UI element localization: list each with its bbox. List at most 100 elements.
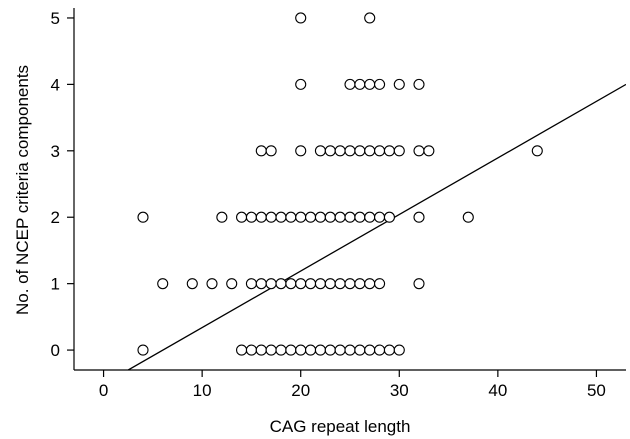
regression-line-group — [127, 83, 626, 370]
x-tick-label: 10 — [193, 381, 212, 400]
data-point — [374, 278, 386, 290]
data-point — [374, 145, 386, 157]
data-point — [186, 278, 198, 290]
data-point — [423, 145, 435, 157]
x-tick-label: 50 — [587, 381, 606, 400]
data-point — [413, 278, 425, 290]
x-tick-label: 30 — [390, 381, 409, 400]
x-tick-label: 40 — [488, 381, 507, 400]
data-point — [314, 344, 326, 356]
data-point — [354, 145, 366, 157]
data-point — [314, 211, 326, 223]
data-point — [295, 344, 307, 356]
data-point — [285, 344, 297, 356]
y-tick-label: 4 — [51, 75, 60, 94]
regression-line — [127, 83, 626, 370]
y-axis: 0 1 2 3 4 5 — [51, 8, 75, 370]
y-tick-label: 3 — [51, 142, 60, 161]
data-point — [255, 211, 267, 223]
data-point — [354, 278, 366, 290]
data-point — [354, 211, 366, 223]
data-point — [393, 145, 405, 157]
x-tick-label: 20 — [291, 381, 310, 400]
data-point — [305, 211, 317, 223]
data-point — [383, 211, 395, 223]
data-point — [245, 344, 257, 356]
data-point — [393, 78, 405, 90]
data-point — [255, 344, 267, 356]
data-point — [374, 211, 386, 223]
data-point — [374, 344, 386, 356]
x-tick-label: 0 — [99, 381, 108, 400]
data-point — [354, 78, 366, 90]
data-point — [295, 78, 307, 90]
data-point — [374, 78, 386, 90]
data-point — [295, 145, 307, 157]
data-point — [275, 344, 287, 356]
data-point — [137, 211, 149, 223]
data-point — [295, 211, 307, 223]
data-point — [334, 145, 346, 157]
data-point — [216, 211, 228, 223]
data-point — [255, 278, 267, 290]
data-point — [393, 344, 405, 356]
data-point — [344, 145, 356, 157]
data-point — [226, 278, 238, 290]
data-point — [334, 211, 346, 223]
data-point — [157, 278, 169, 290]
data-point — [364, 12, 376, 24]
data-point — [305, 344, 317, 356]
data-point — [354, 344, 366, 356]
data-point — [413, 145, 425, 157]
data-point — [275, 278, 287, 290]
data-point — [314, 145, 326, 157]
data-point — [344, 344, 356, 356]
y-tick-label: 0 — [51, 341, 60, 360]
y-axis-title: No. of NCEP criteria components — [13, 65, 32, 315]
data-point — [295, 278, 307, 290]
data-point — [334, 278, 346, 290]
data-point — [245, 278, 257, 290]
data-point — [324, 211, 336, 223]
data-point — [344, 78, 356, 90]
data-point — [364, 344, 376, 356]
data-point — [364, 145, 376, 157]
data-point — [255, 145, 267, 157]
y-tick-label: 2 — [51, 208, 60, 227]
data-point — [364, 211, 376, 223]
data-point — [334, 344, 346, 356]
data-point — [275, 211, 287, 223]
data-point — [344, 278, 356, 290]
y-tick-label: 5 — [51, 9, 60, 28]
data-point — [236, 344, 248, 356]
data-point — [531, 145, 543, 157]
data-point — [265, 211, 277, 223]
data-point — [305, 278, 317, 290]
x-axis-title: CAG repeat length — [270, 417, 411, 436]
data-point — [285, 278, 297, 290]
data-points — [137, 12, 543, 356]
data-point — [265, 344, 277, 356]
data-point — [314, 278, 326, 290]
data-point — [236, 211, 248, 223]
data-point — [383, 145, 395, 157]
x-axis: 0 10 20 30 40 50 — [74, 369, 626, 400]
data-point — [265, 278, 277, 290]
data-point — [324, 344, 336, 356]
data-point — [413, 211, 425, 223]
data-point — [364, 278, 376, 290]
data-point — [462, 211, 474, 223]
data-point — [324, 145, 336, 157]
data-point — [383, 344, 395, 356]
data-point — [324, 278, 336, 290]
y-tick-label: 1 — [51, 275, 60, 294]
data-point — [137, 344, 149, 356]
data-point — [245, 211, 257, 223]
data-point — [285, 211, 297, 223]
data-point — [413, 78, 425, 90]
data-point — [344, 211, 356, 223]
data-point — [206, 278, 218, 290]
data-point — [265, 145, 277, 157]
data-point — [364, 78, 376, 90]
